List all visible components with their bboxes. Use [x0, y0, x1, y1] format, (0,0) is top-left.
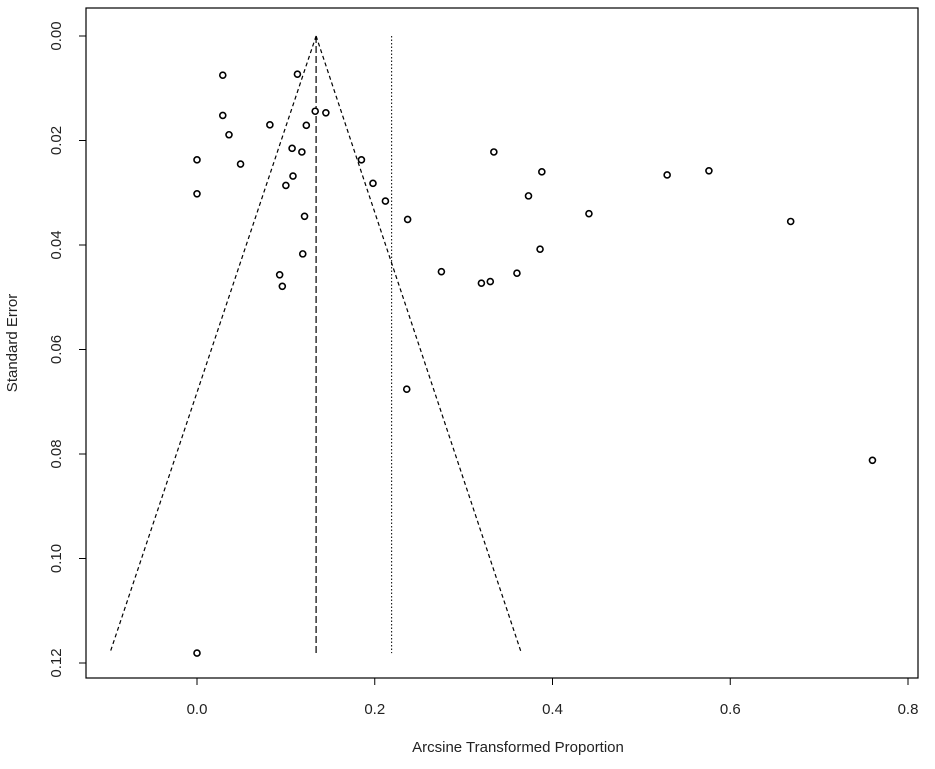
- data-point-2: [293, 70, 302, 78]
- data-point-15: [538, 168, 546, 176]
- data-point-13: [357, 156, 366, 164]
- data-point-27: [786, 217, 795, 226]
- x-tick-label-4: 0.8: [898, 701, 919, 718]
- data-point-19: [369, 179, 377, 188]
- data-point-34: [477, 279, 486, 287]
- data-point-14: [236, 160, 245, 168]
- plot-frame: [85, 7, 919, 679]
- data-point-11: [490, 148, 498, 156]
- data-point-33: [486, 277, 495, 286]
- data-point-23: [381, 197, 390, 205]
- data-point-22: [524, 192, 533, 200]
- data-point-37: [868, 456, 877, 465]
- data-point-12: [193, 156, 201, 164]
- funnel-right-boundary: [315, 35, 522, 654]
- points-layer: [193, 70, 877, 657]
- data-point-16: [705, 167, 713, 175]
- data-point-30: [437, 267, 446, 276]
- funnel-left-boundary: [109, 35, 317, 654]
- data-point-1: [218, 71, 227, 79]
- data-point-28: [536, 245, 544, 253]
- data-point-26: [403, 215, 412, 224]
- x-tick-label-2: 0.4: [542, 701, 563, 718]
- y-tick-label-1: 0.02: [48, 126, 65, 155]
- y-tick-label-0: 0.00: [48, 21, 65, 50]
- data-point-3: [218, 111, 227, 120]
- data-point-20: [282, 181, 290, 190]
- y-tick-label-4: 0.08: [48, 439, 65, 468]
- data-point-5: [322, 109, 330, 117]
- funnel-layer: [109, 35, 522, 654]
- data-point-10: [298, 148, 306, 156]
- data-point-35: [278, 282, 287, 291]
- data-point-31: [513, 269, 521, 278]
- y-tick-label-5: 0.10: [48, 544, 65, 573]
- data-point-17: [663, 171, 671, 179]
- y-axis-title: Standard Error: [4, 294, 21, 392]
- x-axis-title: Arcsine Transformed Proportion: [412, 739, 624, 756]
- data-point-8: [225, 130, 233, 139]
- y-tick-label-2: 0.04: [48, 230, 65, 259]
- data-point-32: [275, 270, 284, 279]
- data-point-24: [585, 209, 593, 218]
- x-tick-label-3: 0.6: [720, 701, 741, 718]
- data-point-36: [402, 385, 411, 394]
- x-tick-label-0: 0.0: [187, 701, 208, 718]
- x-axis: 0.0 0.2 0.4 0.6 0.8: [187, 677, 919, 718]
- y-tick-label-3: 0.06: [48, 335, 65, 364]
- data-point-21: [193, 189, 201, 198]
- y-axis: 0.00 0.02 0.04 0.06 0.08 0.10 0.12: [48, 21, 87, 678]
- data-point-4: [311, 107, 320, 116]
- data-point-38: [193, 649, 201, 657]
- data-point-6: [266, 121, 274, 129]
- data-point-25: [300, 212, 309, 221]
- data-point-9: [288, 144, 296, 153]
- x-tick-label-1: 0.2: [364, 701, 385, 718]
- data-point-29: [298, 250, 307, 258]
- data-point-7: [302, 121, 311, 130]
- y-tick-label-6: 0.12: [48, 648, 65, 677]
- data-point-18: [289, 172, 297, 180]
